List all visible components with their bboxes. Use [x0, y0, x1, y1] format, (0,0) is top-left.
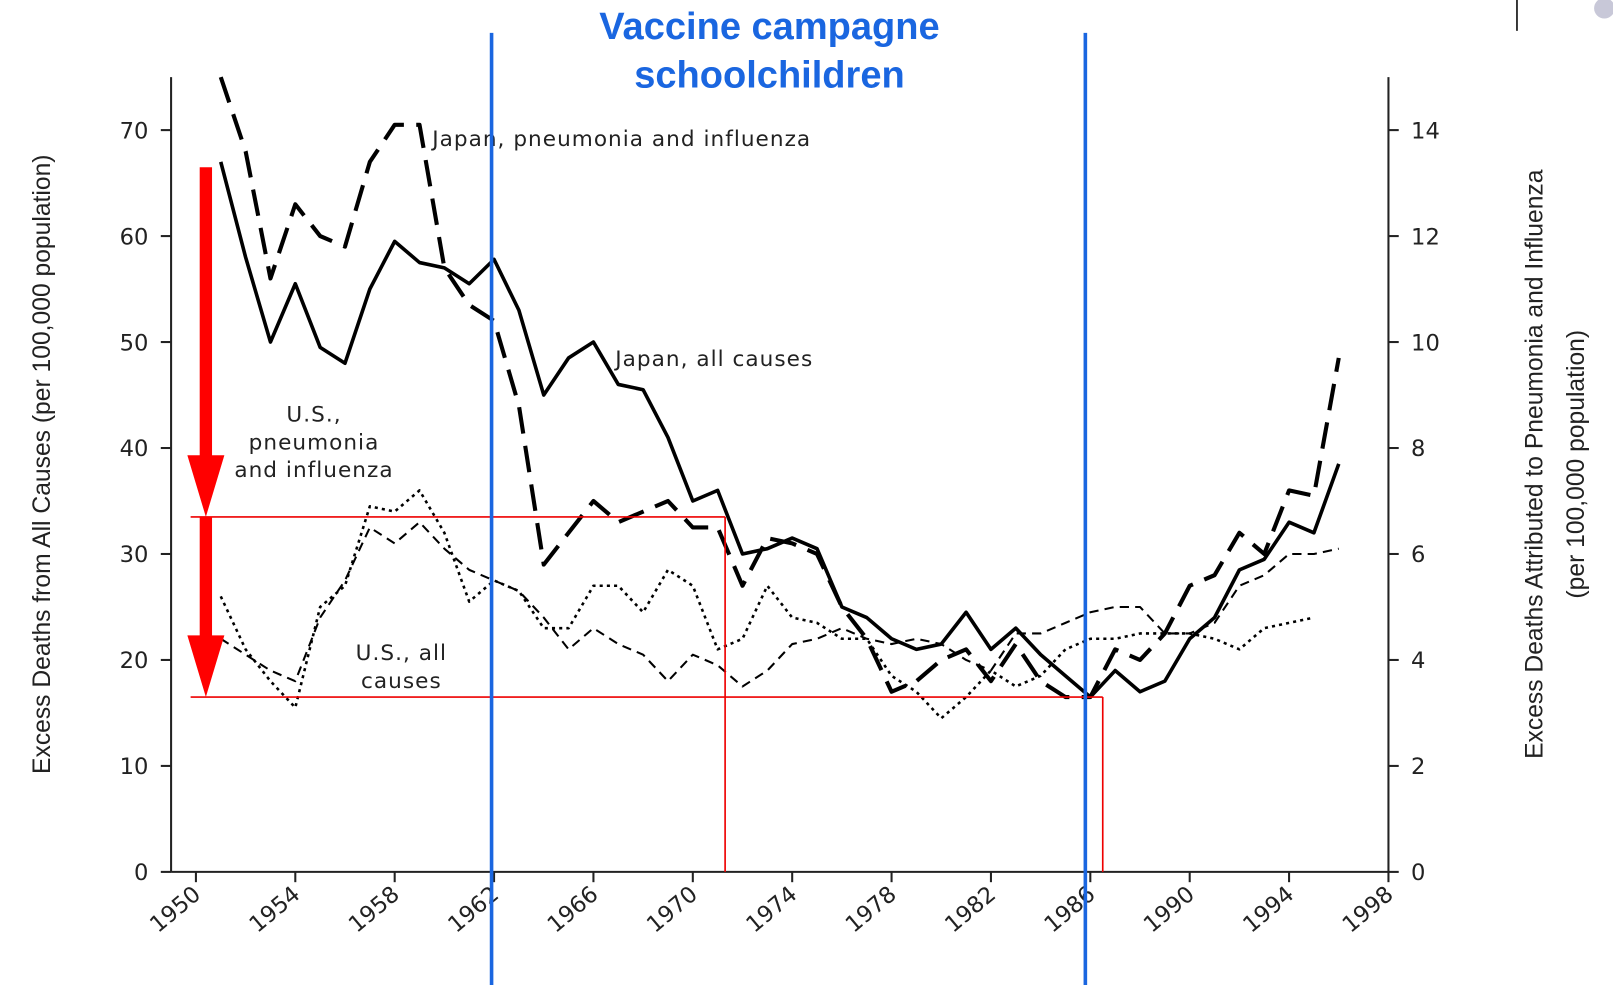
x-tick-label: 1970: [642, 881, 703, 938]
y-axis-label: Excess Deaths from All Causes (per 100,0…: [29, 154, 56, 773]
series-line: [219, 489, 1315, 720]
y2-tick-label: 0: [1411, 860, 1425, 886]
y-tick-label: 20: [120, 648, 149, 674]
x-tick-label: 1990: [1139, 881, 1200, 938]
plot: 0 10 20 30 40 50 60 70 0 2 4 6 8 10 12 14 1950 1954 1958 19…: [29, 6, 1590, 985]
y2-tick-label: 8: [1411, 436, 1425, 462]
x-tick-label: 1978: [841, 881, 902, 938]
x-tick-label: 1982: [940, 881, 1001, 938]
y2-axis-label: Excess Deaths Attributed to Pneumonia an…: [1522, 169, 1549, 759]
series-line: [218, 76, 1341, 700]
y2-tick-label: 2: [1411, 754, 1425, 780]
x-tick-label: 1954: [245, 881, 306, 938]
series-label: U.S., all: [356, 641, 447, 666]
series-label: and influenza: [234, 458, 393, 483]
red-arrow-head: [187, 455, 225, 517]
series-line: [220, 521, 1339, 688]
x-tick-label: 1958: [344, 881, 405, 938]
series-label: Japan, all causes: [613, 347, 813, 372]
series-label: causes: [361, 669, 442, 694]
x-tick-label: 1962: [443, 881, 504, 938]
x-tick-label: 1986: [1040, 881, 1101, 938]
series-line: [219, 161, 1341, 699]
chart-title: Vaccine campagne: [599, 6, 939, 48]
series-label: Japan, pneumonia and influenza: [430, 127, 811, 152]
chart-title: schoolchildren: [634, 54, 905, 96]
y-tick-label: 70: [120, 118, 149, 144]
y-tick-label: 60: [120, 224, 149, 250]
y2-tick-label: 14: [1411, 118, 1440, 144]
y2-tick-label: 10: [1411, 330, 1440, 356]
series-label: U.S.,: [286, 403, 341, 428]
x-tick-label: 1974: [741, 881, 802, 938]
y-tick-label: 30: [120, 542, 149, 568]
y-tick-label: 0: [134, 860, 148, 886]
y2-tick-label: 4: [1411, 648, 1425, 674]
y2-axis-label: (per 100,000 population): [1563, 330, 1590, 599]
red-arrow-head: [187, 635, 225, 698]
y2-tick-label: 6: [1411, 542, 1425, 568]
x-tick-label: 1950: [145, 881, 206, 938]
x-tick-label: 1994: [1238, 881, 1299, 938]
y-tick-label: 40: [120, 436, 149, 462]
y-tick-label: 10: [120, 754, 149, 780]
series-label: pneumonia: [249, 430, 380, 455]
y2-tick-label: 12: [1411, 224, 1440, 250]
decor-dot: [1594, 0, 1613, 19]
y-tick-label: 50: [120, 330, 149, 356]
x-tick-label: 1966: [543, 881, 604, 938]
x-tick-label: 1998: [1338, 881, 1399, 938]
